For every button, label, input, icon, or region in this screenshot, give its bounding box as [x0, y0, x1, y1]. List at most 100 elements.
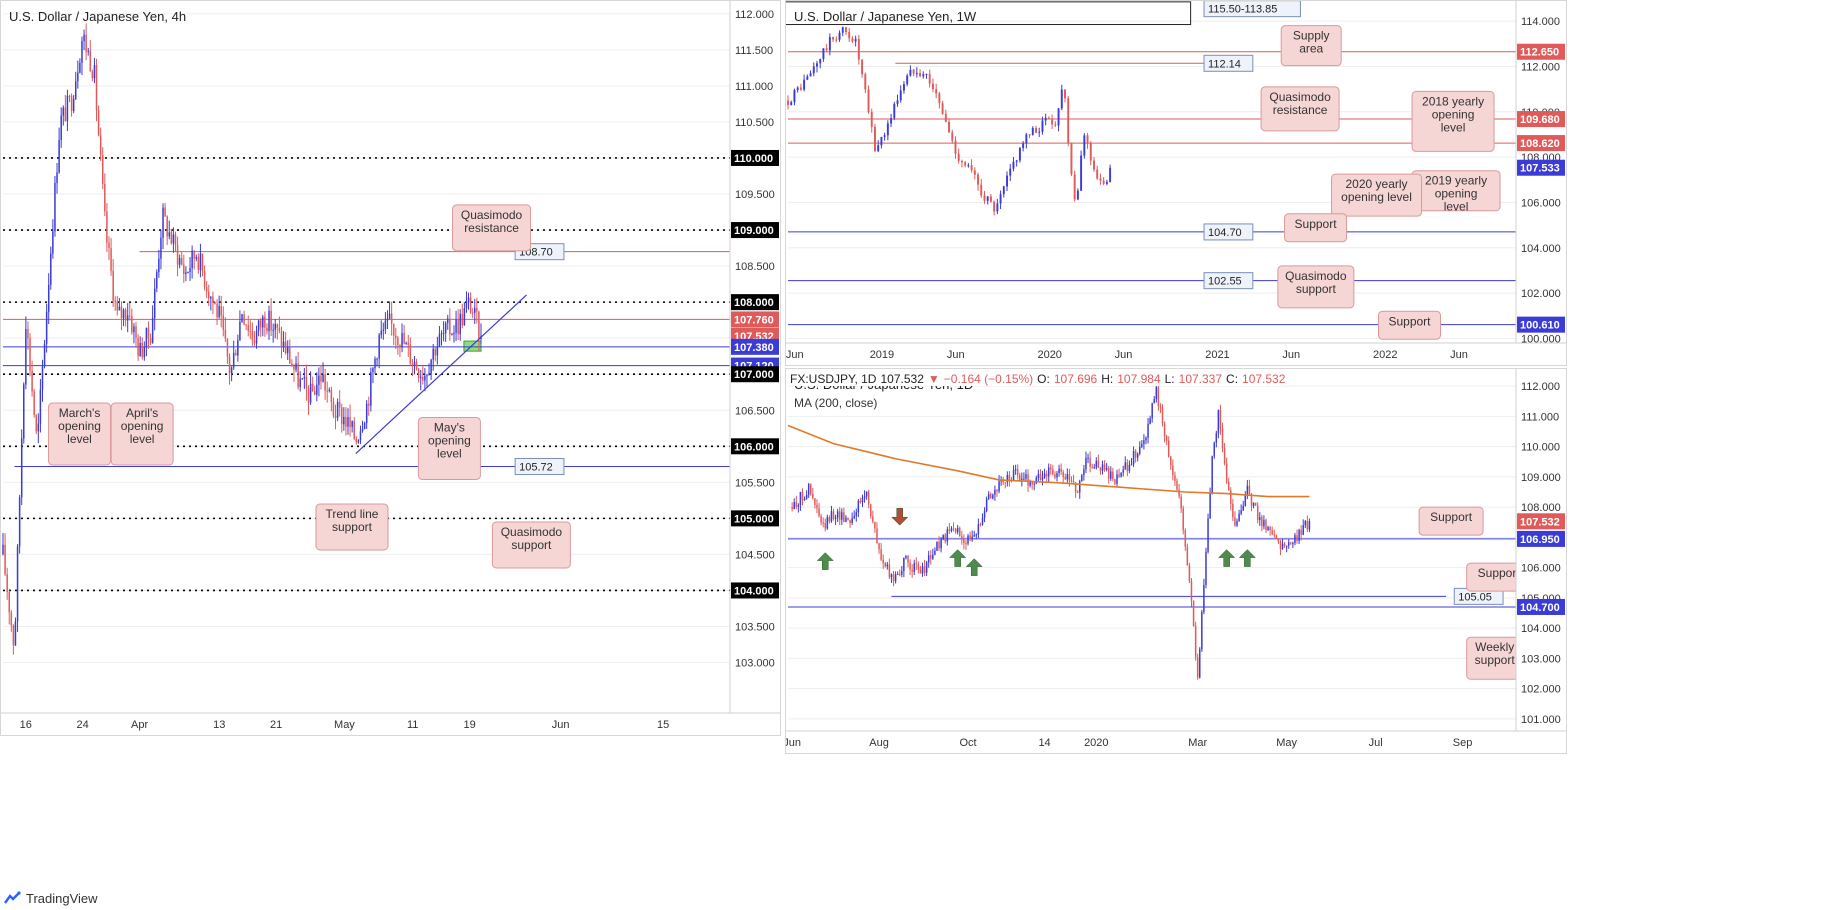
footer: TradingView: [4, 888, 98, 908]
candle-body: [948, 121, 951, 133]
candle-body: [1107, 467, 1110, 479]
candle-body: [1033, 483, 1035, 485]
candle-body: [326, 390, 328, 392]
candle-body: [1112, 471, 1114, 480]
time-tick-label: Jun: [552, 719, 570, 731]
candle-body: [122, 309, 125, 319]
candle-body: [1070, 142, 1073, 175]
candle-body: [207, 291, 210, 299]
candle-body: [465, 302, 468, 309]
candle-body: [1167, 440, 1170, 457]
arrow-shape: [949, 549, 967, 567]
candle-body: [1035, 477, 1038, 484]
candle-body: [1080, 155, 1083, 191]
price-tick-label: 102.000: [1521, 684, 1561, 696]
candle-body: [1068, 474, 1071, 481]
candle-body: [985, 498, 988, 511]
candle-body: [293, 366, 295, 370]
candle-body: [917, 564, 920, 570]
candle-body: [415, 361, 418, 370]
candle-body: [960, 160, 963, 163]
chart-panel-1w[interactable]: 115.50-113.85 112.14 104.70 102.55 Supply are…: [780, 0, 1567, 366]
candle-body: [1170, 456, 1172, 466]
candle-body: [822, 48, 825, 59]
candle-body: [66, 95, 69, 122]
candle-body: [1285, 545, 1288, 547]
annotation-text: March's: [59, 406, 101, 420]
axis-value-box: [1517, 135, 1565, 152]
candle-body: [903, 557, 905, 571]
candle-body: [1290, 542, 1292, 544]
candle-body: [162, 207, 164, 238]
candle-body: [93, 65, 96, 79]
candle-body: [120, 306, 123, 319]
candle-body: [902, 84, 905, 91]
price-tag-label: 104.70: [1208, 227, 1242, 239]
candle-body: [1083, 469, 1085, 476]
candle-body: [865, 491, 868, 497]
candle-body: [944, 534, 947, 542]
axis-value-box: [1517, 513, 1565, 530]
price-tick-label: 109.000: [1521, 472, 1561, 484]
candle-body: [253, 340, 256, 344]
candle-body: [1296, 535, 1298, 541]
candle-body: [305, 376, 308, 389]
annotation-text: April's: [126, 406, 158, 420]
candle-body: [1023, 478, 1025, 480]
candle-body: [935, 89, 938, 94]
chart-4h-svg[interactable]: 108.70105.72March'sopeninglevelApril'sop…: [1, 1, 780, 735]
annotation-text: opening level: [1341, 190, 1412, 204]
candle-body: [838, 511, 841, 520]
candle-body: [197, 257, 200, 271]
candle-body: [1261, 517, 1263, 527]
candle-body: [1161, 407, 1164, 424]
chart-panel-4h[interactable]: 108.70 105.72 March's opening level April's op…: [0, 0, 781, 736]
candle-body: [1079, 481, 1081, 493]
chart-1w-svg[interactable]: 115.50-113.85 112.14 104.70 102.55 Supplyare…: [780, 0, 1566, 365]
candle-body: [365, 403, 368, 424]
candle-body: [1157, 387, 1160, 407]
candle-body: [85, 34, 87, 52]
candle-body: [1300, 529, 1302, 535]
candle-body: [409, 344, 412, 364]
candle-body: [942, 534, 944, 540]
candle-body: [1099, 467, 1102, 471]
time-tick-label: 15: [657, 719, 669, 731]
candle-body: [1014, 469, 1017, 471]
candle-body: [1227, 482, 1230, 491]
candle-body: [172, 234, 175, 244]
candle-body: [438, 334, 441, 347]
candle-body: [428, 373, 430, 376]
candle-body: [980, 184, 983, 196]
candle-body: [417, 369, 420, 379]
candle-body: [906, 75, 909, 85]
candle-body: [1029, 482, 1031, 486]
candle-body: [1136, 453, 1139, 458]
candle-body: [1163, 423, 1166, 437]
annotation-text: Quasimodo: [1269, 90, 1331, 104]
candle-body: [166, 216, 168, 237]
price-tag-label: 102.55: [1208, 276, 1242, 288]
candle-body: [957, 153, 960, 161]
candle-body: [228, 356, 231, 374]
candle-body: [793, 502, 795, 509]
annotation-text: resistance: [1273, 103, 1328, 117]
chart-panel-1d[interactable]: 105.05 Support Support Weekly support 112.000…: [783, 368, 1567, 754]
candle-body: [893, 103, 896, 119]
axis-value-box: [1517, 598, 1565, 615]
candle-body: [442, 332, 445, 334]
candle-body: [116, 301, 119, 311]
candle-body: [301, 378, 304, 380]
candle-body: [349, 417, 351, 428]
candle-body: [969, 535, 971, 540]
candle-body: [922, 74, 925, 77]
axis-value-label: 109.000: [734, 225, 774, 237]
annotation-text: Quasimodo: [501, 525, 563, 539]
candle-body: [1271, 530, 1273, 535]
candle-body: [395, 335, 397, 338]
price-tick-label: 106.000: [1521, 197, 1561, 209]
